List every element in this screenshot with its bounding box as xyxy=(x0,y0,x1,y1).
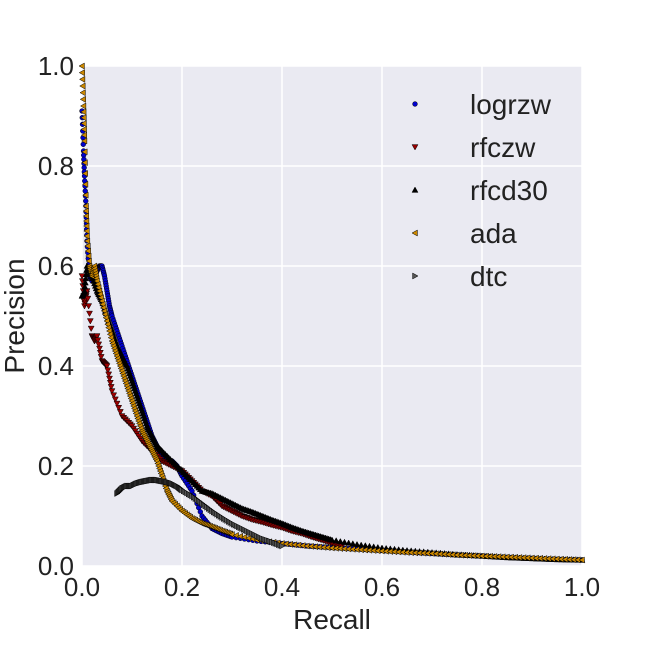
point-rfcd30 xyxy=(328,536,336,543)
point-rfczw xyxy=(87,325,95,333)
legend-marker-logrzw xyxy=(412,101,418,107)
legend-label-ada: ada xyxy=(470,218,517,249)
point-rfczw xyxy=(93,333,101,340)
point-rfczw xyxy=(96,345,103,353)
point-rfczw xyxy=(97,354,105,361)
legend-label-dtc: dtc xyxy=(470,261,507,292)
point-ada xyxy=(78,75,86,83)
point-rfczw xyxy=(105,371,113,378)
point-ada xyxy=(81,148,88,156)
point-ada xyxy=(79,89,86,97)
point-ada xyxy=(79,102,87,110)
point-ada xyxy=(78,62,85,70)
point-ada xyxy=(83,222,90,230)
point-rfcd30 xyxy=(332,537,340,544)
x-tick-label: 0.4 xyxy=(264,572,300,602)
point-ada xyxy=(84,247,91,255)
point-ada xyxy=(85,252,92,260)
point-rfcd30 xyxy=(81,283,89,290)
point-rfcd30 xyxy=(81,287,88,294)
legend-marker-ada xyxy=(411,229,418,237)
point-rfcd30 xyxy=(357,541,365,548)
y-tick-label: 0.0 xyxy=(38,551,74,581)
y-tick-label: 1.0 xyxy=(38,51,74,81)
point-ada xyxy=(82,212,89,220)
point-rfcd30 xyxy=(336,537,344,545)
point-ada xyxy=(81,170,88,177)
point-rfczw xyxy=(106,375,113,383)
point-ada xyxy=(83,227,90,235)
point-ada xyxy=(82,217,90,225)
point-ada xyxy=(79,95,86,103)
point-rfczw xyxy=(86,310,93,318)
point-rfczw xyxy=(95,341,103,348)
point-ada xyxy=(84,242,91,250)
point-ada xyxy=(80,120,87,127)
point-rfczw xyxy=(84,295,92,303)
point-rfczw xyxy=(113,400,121,408)
point-rfczw xyxy=(104,367,112,374)
series-dtc xyxy=(114,476,286,550)
point-rfczw xyxy=(116,409,124,416)
point-rfcd30 xyxy=(341,538,348,545)
point-rfczw xyxy=(96,350,104,357)
y-tick-label: 0.8 xyxy=(38,151,74,181)
point-rfczw xyxy=(94,337,102,344)
y-axis-label: Precision xyxy=(0,258,30,373)
point-ada xyxy=(578,556,585,564)
point-rfczw xyxy=(85,303,93,310)
point-ada xyxy=(85,257,92,265)
point-ada xyxy=(82,202,89,210)
point-ada xyxy=(80,108,87,116)
series-rfcd30 xyxy=(78,262,586,563)
legend-marker-dtc xyxy=(412,272,419,280)
point-ada xyxy=(78,69,85,77)
point-ada xyxy=(79,82,86,90)
point-rfczw xyxy=(110,392,118,399)
x-tick-label: 0.6 xyxy=(364,572,400,602)
y-tick-label: 0.4 xyxy=(38,351,74,381)
point-ada xyxy=(80,137,88,145)
point-rfcd30 xyxy=(345,539,353,546)
x-axis-label: Recall xyxy=(293,604,371,635)
legend-label-rfczw: rfczw xyxy=(470,132,536,163)
point-ada xyxy=(80,125,87,133)
legend-marker-rfczw xyxy=(411,144,419,151)
legend: logrzw rfczw rfcd30 ada dtc xyxy=(411,89,552,292)
point-rfczw xyxy=(108,388,116,395)
point-ada xyxy=(82,207,89,215)
legend-marker-rfcd30 xyxy=(411,186,419,193)
point-ada xyxy=(81,180,89,188)
point-ada xyxy=(81,159,88,167)
point-rfczw xyxy=(86,318,94,325)
series-ada xyxy=(78,62,585,564)
point-dtc xyxy=(279,542,286,550)
point-ada xyxy=(80,114,87,122)
point-rfcd30 xyxy=(349,540,357,547)
x-tick-label: 0.0 xyxy=(64,572,100,602)
point-ada xyxy=(82,191,89,199)
y-tick-label: 0.6 xyxy=(38,251,74,281)
point-rfcd30 xyxy=(82,274,90,282)
point-ada xyxy=(80,131,87,139)
legend-label-logrzw: logrzw xyxy=(470,89,552,120)
x-tick-label: 0.2 xyxy=(164,572,200,602)
tick-labels: 0.0 0.2 0.4 0.6 0.8 1.0 0.0 0.2 0.4 0.6 0.8 1.0 xyxy=(38,51,600,602)
point-rfcd30 xyxy=(81,279,89,286)
x-tick-label: 0.8 xyxy=(464,572,500,602)
y-tick-label: 0.2 xyxy=(38,451,74,481)
point-ada xyxy=(83,232,90,240)
point-ada xyxy=(83,237,91,245)
data-marks xyxy=(78,62,586,564)
point-rfczw xyxy=(115,405,123,412)
point-rfczw xyxy=(103,363,111,370)
x-tick-label: 1.0 xyxy=(564,572,600,602)
point-rfczw xyxy=(107,384,115,391)
point-rfczw xyxy=(111,396,119,403)
point-rfcd30 xyxy=(353,540,361,548)
point-rfczw xyxy=(106,380,114,387)
point-logrzw xyxy=(83,198,89,204)
legend-label-rfcd30: rfcd30 xyxy=(470,175,548,206)
